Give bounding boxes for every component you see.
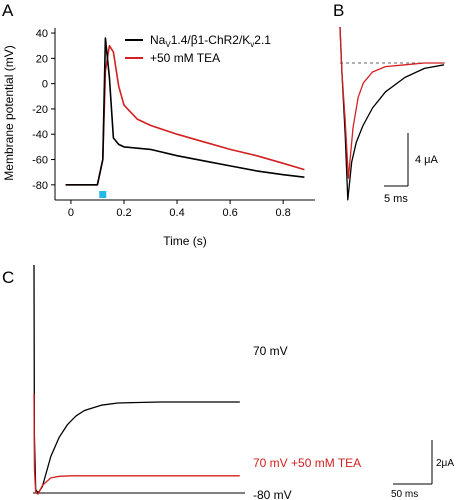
a-y-tick-label: -60 [32,155,48,167]
a-y-tick-label: -40 [32,129,48,141]
panel-label-a: A [2,1,14,20]
legend-label-control: NaV1.4/β1-ChR2/Kv2.1 [150,33,271,49]
a-y-axis-label: Membrane potential (mV) [2,45,16,180]
c-holding-label: -80 mV [253,488,292,500]
a-y-tick-label: 40 [36,28,48,40]
panel-b-chart: 4 μA 5 ms [339,26,445,205]
c-series-label-control: 70 mV [253,344,288,358]
c-series-control [33,264,240,494]
light-stimulus-marker [99,191,107,198]
a-legend: NaV1.4/β1-ChR2/Kv2.1 +50 mM TEA [125,33,271,65]
b-series-tea [339,26,444,179]
c-scalebar-y-label: 2μA [436,458,454,469]
panel-c-chart: 70 mV 70 mV +50 mM TEA -80 mV 2μA 50 ms [33,264,454,500]
a-y-tick-label: 20 [36,53,48,65]
panel-label-b: B [333,1,344,20]
a-x-axis-label: Time (s) [163,234,207,248]
b-scalebar-x-label: 5 ms [384,193,408,205]
a-x-tick-label: 0.4 [169,207,184,219]
c-series-label-tea: 70 mV +50 mM TEA [253,456,361,470]
a-y-tick-label: -80 [32,180,48,192]
a-series-control [65,37,305,186]
a-x-tick-label: 0.6 [222,207,237,219]
panel-label-c: C [2,268,14,287]
b-series-control [339,26,445,201]
panel-a-chart: 40 20 0 -20 -40 -60 -80 0 0.2 0.4 0.6 0.8 Membrane… [2,28,315,248]
a-y-tick-label: -20 [32,104,48,116]
c-series-tea [33,393,240,495]
a-x-tick-label: 0.8 [276,207,291,219]
b-scalebar-y-label: 4 μA [415,154,439,166]
a-y-tick-label: 0 [42,79,48,91]
a-x-tick-label: 0 [68,207,74,219]
c-scalebar-x-label: 50 ms [391,489,418,500]
a-x-tick-label: 0.2 [116,207,131,219]
legend-label-tea: +50 mM TEA [150,51,220,65]
